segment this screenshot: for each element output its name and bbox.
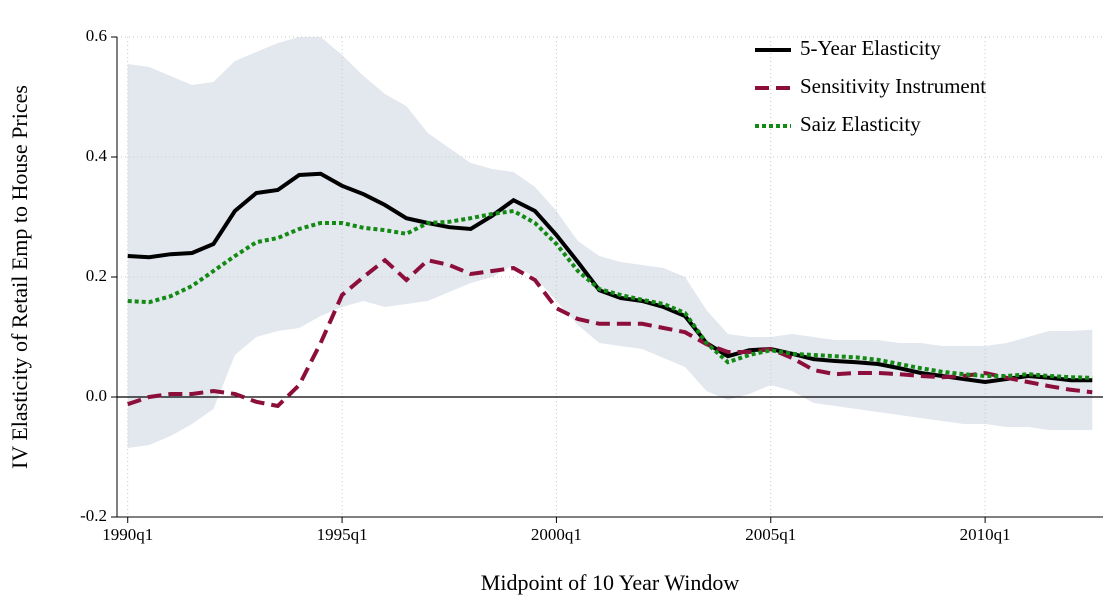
y-tick-label: -0.2 xyxy=(80,506,107,525)
y-axis-title: IV Elasticity of Retail Emp to House Pri… xyxy=(7,85,32,469)
legend-label: Sensitivity Instrument xyxy=(800,74,986,98)
series-line xyxy=(127,208,1093,380)
x-tick-label: 2005q1 xyxy=(745,525,796,544)
y-tick-label: 0.2 xyxy=(86,266,107,285)
x-tick-label: 2010q1 xyxy=(960,525,1011,544)
x-tick-label: 1995q1 xyxy=(317,525,368,544)
series-line xyxy=(127,171,1093,385)
y-tick-label: 0.4 xyxy=(86,146,108,165)
x-tick-label: 2000q1 xyxy=(531,525,582,544)
x-axis-title: Midpoint of 10 Year Window xyxy=(481,570,740,595)
y-tick-label: 0.6 xyxy=(86,26,107,45)
confidence-band xyxy=(127,37,1093,448)
series-line xyxy=(127,257,1093,409)
legend-label: 5-Year Elasticity xyxy=(800,36,941,60)
x-tick-label: 1990q1 xyxy=(102,525,153,544)
legend-label: Saiz Elasticity xyxy=(800,112,921,136)
y-tick-label: 0.0 xyxy=(86,386,107,405)
